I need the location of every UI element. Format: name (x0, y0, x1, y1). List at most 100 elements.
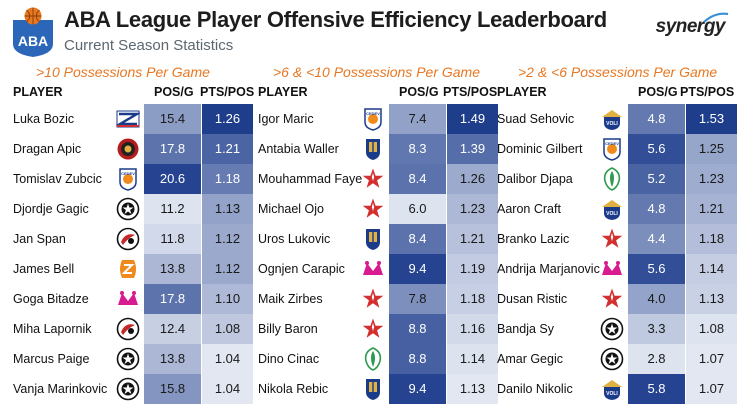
pos-g-cell: 9.4 (389, 254, 446, 284)
table-row: Djordje Gagic 11.2 1.13 (8, 194, 253, 224)
table-row: Aaron Craft VOLI 4.8 1.21 (492, 194, 737, 224)
pts-pos-cell: 1.26 (447, 164, 498, 194)
column-header-player: PLAYER (258, 85, 308, 99)
pos-g-cell: 9.4 (389, 374, 446, 404)
table-row: Dino Cinac 8.8 1.14 (253, 344, 498, 374)
pts-pos-cell: 1.19 (447, 254, 498, 284)
pts-pos-cell: 1.21 (686, 194, 737, 224)
table-row: Luka Bozic 15.4 1.26 (8, 104, 253, 134)
mega-logo-icon (361, 257, 385, 281)
table-row: James Bell 13.8 1.12 (8, 254, 253, 284)
table-row: Michael Ojo 6.0 1.23 (253, 194, 498, 224)
buducnost-logo-icon (361, 377, 385, 401)
pts-pos-cell: 1.39 (447, 134, 498, 164)
pos-g-cell: 13.8 (144, 344, 201, 374)
table-row: Mouhammad Faye 8.4 1.26 (253, 164, 498, 194)
player-name: Bandja Sy (497, 322, 554, 336)
pts-pos-cell: 1.07 (686, 374, 737, 404)
svg-text:ABA: ABA (18, 33, 48, 49)
player-name: Mouhammad Faye (258, 172, 363, 186)
cedevita-logo-icon: CEDEV (600, 137, 624, 161)
table-row: Branko Lazic 4.4 1.18 (492, 224, 737, 254)
pts-pos-cell: 1.12 (202, 254, 253, 284)
pos-g-cell: 5.8 (628, 374, 685, 404)
pts-pos-cell: 1.21 (202, 134, 253, 164)
crvena-zvezda-logo-icon (361, 317, 385, 341)
player-name: Suad Sehovic (497, 112, 575, 126)
zagreb-logo-icon (116, 257, 140, 281)
buducnost-voli-logo-icon: VOLI (600, 197, 624, 221)
table-row: Dragan Apic 17.8 1.21 (8, 134, 253, 164)
pos-g-cell: 4.4 (628, 224, 685, 254)
pos-g-cell: 7.4 (389, 104, 446, 134)
table-row: Marcus Paige 13.8 1.04 (8, 344, 253, 374)
crvena-zvezda-logo-icon (361, 287, 385, 311)
player-name: Marcus Paige (13, 352, 90, 366)
player-name: James Bell (13, 262, 75, 276)
table-row: Andrija Marjanovic 5.6 1.14 (492, 254, 737, 284)
pos-g-cell: 6.0 (389, 194, 446, 224)
pos-g-cell: 20.6 (144, 164, 201, 194)
pos-g-cell: 5.6 (628, 254, 685, 284)
table-row: Nikola Rebic 9.4 1.13 (253, 374, 498, 404)
player-name: Jan Span (13, 232, 66, 246)
table-row: Dominic Gilbert CEDEV 5.6 1.25 (492, 134, 737, 164)
pos-g-cell: 5.2 (628, 164, 685, 194)
svg-text:VOLI: VOLI (606, 211, 618, 217)
column-header-pos-g: POS/G (154, 85, 194, 99)
section-2-to-6: >2 & <6 Possessions Per Game PLAYER POS/… (492, 62, 737, 416)
column-header-pos-g: POS/G (638, 85, 678, 99)
pts-pos-cell: 1.49 (447, 104, 498, 134)
player-name: Andrija Marjanovic (497, 262, 600, 276)
olimpija-logo-icon (116, 227, 140, 251)
page-title: ABA League Player Offensive Efficiency L… (64, 7, 607, 32)
cedevita-logo-icon: CEDEV (361, 107, 385, 131)
page-subtitle: Current Season Statistics (64, 37, 234, 54)
svg-text:CEDEV: CEDEV (121, 171, 135, 176)
player-name: Dino Cinac (258, 352, 320, 366)
table-row: Amar Gegic 2.8 1.07 (492, 344, 737, 374)
pts-pos-cell: 1.18 (202, 164, 253, 194)
pos-g-cell: 17.8 (144, 284, 201, 314)
crvena-zvezda-logo-icon (600, 227, 624, 251)
section-title: >10 Possessions Per Game (36, 64, 210, 80)
cedevita-logo-icon: CEDEV (116, 167, 140, 191)
section-6-to-10: >6 & <10 Possessions Per Game PLAYER POS… (253, 62, 498, 416)
player-name: Branko Lazic (497, 232, 570, 246)
player-name: Maik Zirbes (258, 292, 323, 306)
svg-text:CEDEV: CEDEV (605, 141, 619, 146)
olimpija-logo-icon (116, 317, 140, 341)
pos-g-cell: 8.4 (389, 224, 446, 254)
player-name: Dominic Gilbert (497, 142, 583, 156)
pts-pos-cell: 1.18 (447, 284, 498, 314)
pos-g-cell: 3.3 (628, 314, 685, 344)
pts-pos-cell: 1.14 (686, 254, 737, 284)
table-row: Billy Baron 8.8 1.16 (253, 314, 498, 344)
mega-logo-icon (600, 257, 624, 281)
pos-g-cell: 15.4 (144, 104, 201, 134)
player-name: Amar Gegic (497, 352, 563, 366)
table-row: Dusan Ristic 4.0 1.13 (492, 284, 737, 314)
player-name: Goga Bitadze (13, 292, 89, 306)
table-row: Maik Zirbes 7.8 1.18 (253, 284, 498, 314)
partizan-logo-icon (600, 317, 624, 341)
pos-g-cell: 7.8 (389, 284, 446, 314)
pts-pos-cell: 1.25 (686, 134, 737, 164)
table-row: Antabia Waller 8.3 1.39 (253, 134, 498, 164)
mornar-logo-icon (116, 137, 140, 161)
pts-pos-cell: 1.53 (686, 104, 737, 134)
pts-pos-cell: 1.10 (202, 284, 253, 314)
pts-pos-cell: 1.12 (202, 224, 253, 254)
player-name: Djordje Gagic (13, 202, 89, 216)
column-header-pts-pos: PTS/POS (200, 85, 255, 99)
buducnost-voli-logo-icon: VOLI (600, 377, 624, 401)
column-header-pts-pos: PTS/POS (443, 85, 498, 99)
pts-pos-cell: 1.13 (202, 194, 253, 224)
player-name: Nikola Rebic (258, 382, 329, 396)
pts-pos-cell: 1.21 (447, 224, 498, 254)
svg-text:VOLI: VOLI (606, 391, 618, 397)
aba-league-logo: ABA (13, 7, 53, 57)
buducnost-logo-icon (361, 227, 385, 251)
player-name: Luka Bozic (13, 112, 75, 126)
buducnost-voli-logo-icon: VOLI (600, 107, 624, 131)
